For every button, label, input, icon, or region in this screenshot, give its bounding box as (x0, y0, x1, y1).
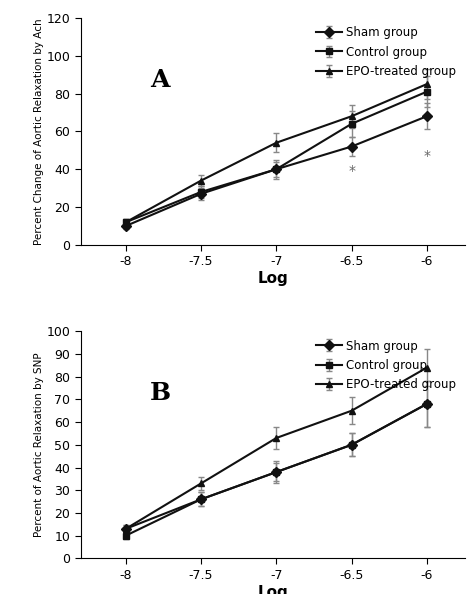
Y-axis label: Percent Change of Aortic Relaxation by Ach: Percent Change of Aortic Relaxation by A… (34, 18, 44, 245)
Y-axis label: Percent of Aortic Relaxation by SNP: Percent of Aortic Relaxation by SNP (34, 352, 44, 537)
Legend: Sham group, Control group, EPO-treated group: Sham group, Control group, EPO-treated g… (313, 24, 459, 80)
X-axis label: Log: Log (257, 271, 288, 286)
Legend: Sham group, Control group, EPO-treated group: Sham group, Control group, EPO-treated g… (313, 337, 459, 394)
Text: A: A (150, 68, 169, 92)
Text: B: B (150, 381, 171, 405)
Text: *: * (348, 164, 355, 178)
X-axis label: Log: Log (257, 584, 288, 594)
Text: *: * (423, 149, 430, 163)
